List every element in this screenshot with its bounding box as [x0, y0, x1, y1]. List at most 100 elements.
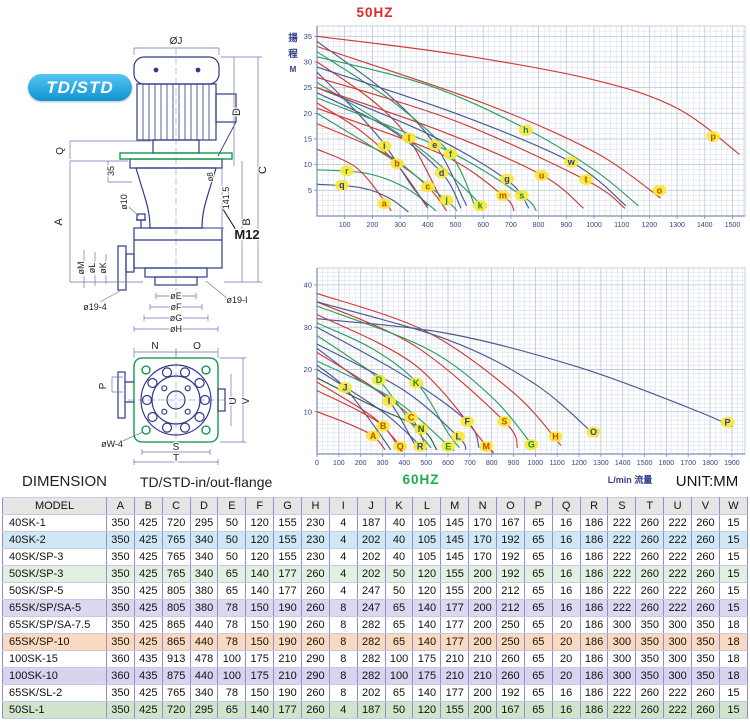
- table-cell: 222: [663, 565, 693, 583]
- table-cell: 425: [133, 633, 163, 651]
- table-cell: 177: [440, 684, 470, 702]
- drawing-dim-label: Q: [55, 147, 66, 155]
- drawing-dim-label: øF: [171, 302, 182, 312]
- table-cell: 177: [440, 616, 470, 634]
- curve-G: [316, 305, 535, 449]
- curve-label-chip: [420, 181, 435, 193]
- table-cell: 222: [607, 514, 637, 532]
- table-cell: 440: [189, 633, 219, 651]
- table-cell: 295: [189, 701, 219, 719]
- curve-label-chip: [434, 167, 449, 179]
- curve-M: [316, 313, 494, 454]
- drawing-dim-label: øL: [87, 263, 97, 274]
- drawing-dim-label: øM: [76, 262, 86, 275]
- x-tick-label: 1100: [550, 460, 565, 467]
- table-cell: 16: [551, 582, 581, 600]
- table-cell: 167: [496, 514, 525, 532]
- curve-label-letter: q: [339, 180, 345, 190]
- table-cell: 260: [301, 599, 330, 617]
- table-row: 65SK/SL-2 350 425 765 340 78 150 190 260 8 202 65 14…: [2, 684, 749, 702]
- table-cell: 210: [440, 667, 470, 685]
- table-row: 65SK/SP/SA-5 350 425 805 380 78 150 190 260 8 247 6…: [2, 599, 749, 617]
- table-cell: 186: [579, 616, 609, 634]
- table-cell: 202: [356, 565, 386, 583]
- table-cell: 50: [384, 582, 414, 600]
- x-tick-label: 700: [505, 222, 517, 229]
- table-cell: 65: [217, 582, 247, 600]
- curve-label-letter: L: [456, 432, 462, 442]
- table-cell: 192: [496, 531, 525, 549]
- curve-F: [316, 326, 480, 448]
- drawing-dim-label: 35: [106, 166, 116, 176]
- table-cell: 8: [328, 684, 358, 702]
- table-cell: 145: [440, 548, 470, 566]
- table-cell: 260: [635, 514, 665, 532]
- curve-label-chip: [518, 124, 533, 136]
- x-tick-label: 1600: [659, 460, 675, 467]
- column-header: E: [217, 497, 247, 515]
- table-cell: 435: [133, 667, 163, 685]
- model-cell: 100SK-15: [2, 650, 107, 668]
- table-cell: 260: [635, 531, 665, 549]
- column-header: R: [579, 497, 609, 515]
- table-cell: 78: [217, 633, 247, 651]
- table-cell: 350: [691, 667, 720, 685]
- x-tick-label: 0: [315, 460, 319, 467]
- table-row: 50SK/SP-3 350 425 765 340 65 140 177 260 4 202 50 12…: [2, 565, 749, 583]
- table-cell: 222: [663, 582, 693, 600]
- table-cell: 805: [161, 582, 191, 600]
- table-cell: 250: [496, 616, 525, 634]
- curve-label-letter: g: [504, 174, 510, 184]
- model-cell: 100SK-10: [2, 667, 107, 685]
- curve-label-letter: r: [345, 166, 349, 176]
- flange-circle-assembly: [117, 364, 226, 436]
- drawing-dim-label: U: [228, 397, 239, 404]
- table-cell: 100: [384, 667, 414, 685]
- table-cell: 15: [718, 565, 749, 583]
- drawing-dim-label: ø19-4: [83, 302, 107, 312]
- y-tick-label: 30: [304, 323, 312, 332]
- curve-label-letter: i: [383, 141, 386, 151]
- curve-label-chip: [339, 165, 354, 177]
- curve-label-letter: c: [425, 182, 430, 192]
- table-cell: 65: [523, 548, 553, 566]
- table-cell: 15: [718, 548, 749, 566]
- table-cell: 120: [412, 565, 442, 583]
- table-cell: 765: [161, 531, 191, 549]
- x-tick-label: 1000: [586, 222, 602, 229]
- x-tick-label: 1500: [637, 460, 653, 467]
- x-tick-label: 400: [398, 460, 410, 467]
- table-cell: 170: [468, 548, 498, 566]
- table-cell: 177: [273, 582, 303, 600]
- table-cell: 260: [496, 650, 525, 668]
- table-cell: 78: [217, 616, 247, 634]
- table-cell: 170: [468, 531, 498, 549]
- table-cell: 425: [133, 548, 163, 566]
- table-cell: 50: [384, 565, 414, 583]
- table-cell: 155: [440, 701, 470, 719]
- performance-chart-50hz: 100 200 300 400 500 600 700 800 900 1000 1100 1200 1…: [288, 5, 746, 229]
- curve-label-chip: [524, 439, 539, 451]
- x-tick-label: 1900: [724, 460, 740, 467]
- table-cell: 222: [607, 599, 637, 617]
- table-cell: 175: [245, 667, 275, 685]
- table-cell: 4: [328, 565, 358, 583]
- x-tick-label: 700: [464, 460, 476, 467]
- table-cell: 186: [579, 565, 609, 583]
- curve-d: [316, 92, 462, 209]
- table-cell: 282: [356, 616, 386, 634]
- curve-k: [316, 82, 484, 209]
- table-cell: 192: [496, 565, 525, 583]
- table-cell: 350: [106, 599, 135, 617]
- table-cell: 380: [189, 582, 219, 600]
- performance-chart-60hz: 0 100 200 300 400 500 600 700 800 900 1000 1100 1200…: [304, 267, 746, 490]
- curve-label-letter: e: [432, 140, 437, 150]
- table-cell: 15: [718, 531, 749, 549]
- column-header: M: [440, 497, 470, 515]
- table-cell: 190: [273, 684, 303, 702]
- column-header: O: [496, 497, 525, 515]
- table-cell: 350: [106, 514, 135, 532]
- table-cell: 65: [523, 565, 553, 583]
- x-tick-label: 1400: [615, 460, 631, 467]
- x-tick-label: 100: [339, 222, 351, 229]
